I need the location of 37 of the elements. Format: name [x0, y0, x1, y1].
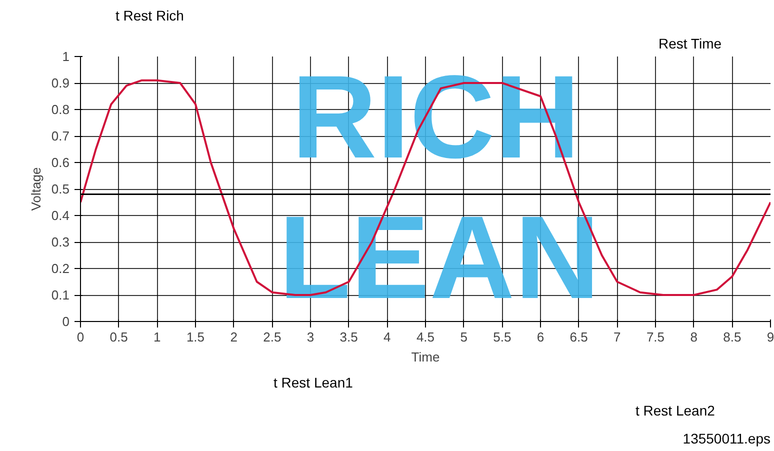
x-tick-label: 2 — [230, 330, 238, 344]
x-tick-label: 9 — [766, 330, 774, 344]
x-tick-label: 6 — [536, 330, 544, 344]
text: t Rest Lean2 — [636, 402, 716, 418]
x-tick-label: 3.5 — [340, 330, 358, 344]
x-tick-label: 1.5 — [186, 330, 205, 344]
y-tick-label: 0.1 — [51, 288, 70, 302]
x-tick-label: 7 — [614, 330, 621, 344]
x-axis-title: Time — [411, 350, 440, 364]
y-tick-label: 0.8 — [51, 102, 70, 117]
y-tick-label: 1 — [62, 49, 70, 64]
x-tick-label: 6.5 — [570, 330, 588, 344]
y-tick-label: 0.9 — [51, 76, 70, 90]
x-tick-label: 0 — [76, 330, 84, 344]
x-tick-label: 8 — [690, 330, 698, 344]
y-tick-label: 0.3 — [51, 234, 70, 250]
y-axis-title: Voltage — [28, 167, 44, 211]
x-tick-label: 3 — [306, 330, 314, 344]
y-tick-label: 0.7 — [51, 128, 70, 144]
text: 13550011.eps — [682, 430, 771, 446]
text: t Rest Rich — [116, 8, 184, 24]
y-tick-label: 0.4 — [51, 208, 70, 223]
x-tick-label: 4.5 — [416, 330, 435, 344]
x-tick-label: 7.5 — [646, 330, 665, 344]
x-tick-label: 5 — [460, 330, 468, 344]
y-tick-label: 0 — [62, 314, 70, 329]
x-tick-label: 5.5 — [493, 330, 512, 344]
y-tick-label: 0.6 — [51, 155, 70, 170]
text: t Rest Lean1 — [274, 374, 354, 390]
y-tick-label: 0.2 — [51, 261, 70, 276]
x-tick-label: 4 — [384, 330, 391, 344]
text: Rest Time — [658, 36, 722, 52]
y-tick-label: 0.5 — [51, 182, 70, 196]
x-tick-label: 2.5 — [263, 330, 282, 344]
x-tick-label: 0.5 — [110, 330, 128, 344]
x-tick-label: 1 — [154, 330, 161, 344]
x-tick-label: 8.5 — [723, 330, 742, 344]
